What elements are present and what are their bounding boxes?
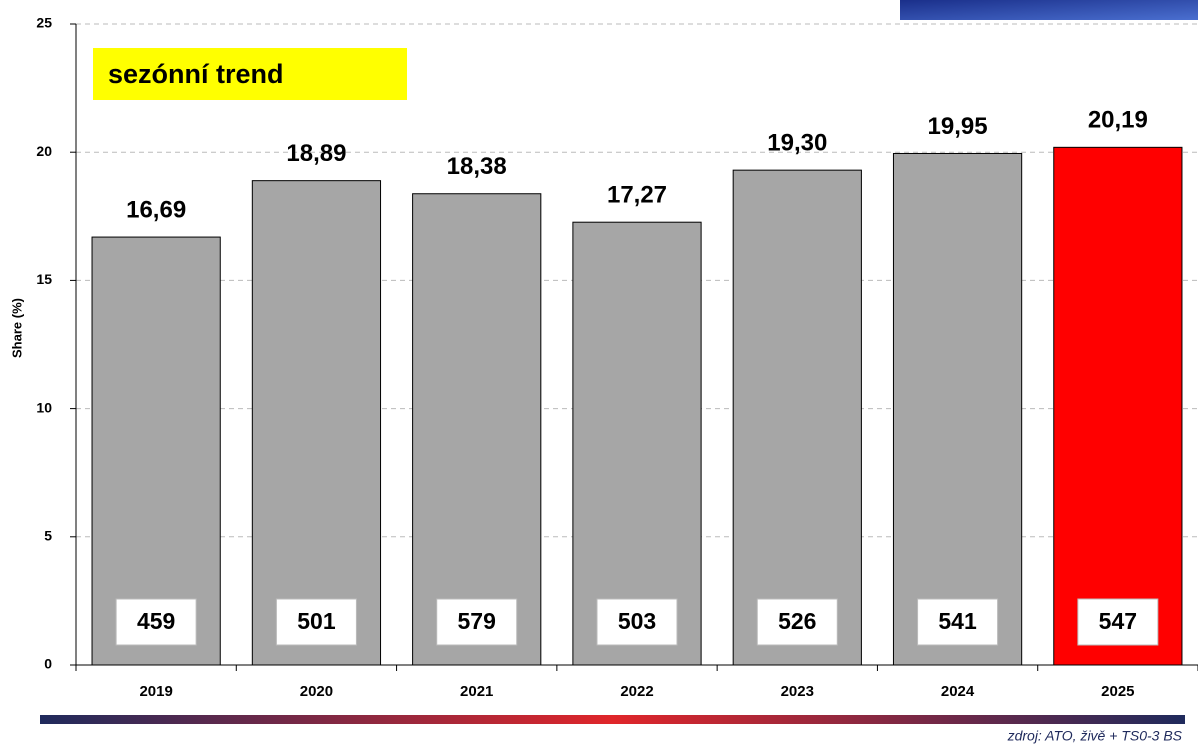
- bar: [251, 180, 382, 666]
- value-label: 18,89: [286, 140, 346, 167]
- box-label-bg: [115, 598, 197, 646]
- y-axis-label: Share (%): [9, 298, 24, 358]
- title-box: [93, 48, 407, 100]
- y-tick-label: 0: [44, 656, 52, 672]
- x-tick-label: 2021: [460, 683, 493, 700]
- y-tick-label: 10: [36, 399, 52, 415]
- bar: [732, 169, 862, 666]
- x-tick-label: 2025: [1101, 683, 1134, 700]
- bar: [892, 152, 1023, 666]
- box-label-bg: [596, 598, 678, 646]
- box-label: 459: [137, 608, 175, 634]
- value-label: 19,30: [767, 129, 827, 156]
- x-tick-label: 2023: [781, 683, 814, 700]
- value-label: 20,19: [1088, 107, 1148, 134]
- box-label-bg: [917, 598, 999, 646]
- y-tick-label: 5: [44, 528, 52, 544]
- bar: [412, 193, 542, 666]
- box-label: 501: [297, 608, 336, 634]
- box-label-bg: [275, 598, 357, 646]
- box-label-bg: [1077, 598, 1159, 646]
- box-label: 541: [938, 608, 977, 634]
- decor-band: [40, 715, 1185, 724]
- bar: [91, 236, 221, 666]
- y-tick-label: 20: [36, 143, 52, 159]
- box-label: 579: [458, 608, 496, 634]
- value-label: 18,38: [447, 153, 507, 180]
- box-label: 526: [778, 608, 816, 634]
- y-tick-label: 15: [36, 271, 52, 287]
- box-label-bg: [436, 598, 518, 646]
- x-tick-label: 2022: [620, 683, 653, 700]
- box-label: 503: [618, 608, 656, 634]
- source: zdroj: ATO, živě + TS0-3 BS: [1007, 728, 1183, 744]
- value-label: 19,95: [928, 113, 988, 140]
- bar: [1053, 146, 1183, 666]
- chart-title: sezónní trend: [108, 59, 284, 89]
- y-tick-label: 25: [36, 15, 52, 31]
- x-tick-label: 2024: [941, 683, 975, 700]
- value-label: 16,69: [126, 196, 186, 223]
- x-tick-label: 2019: [139, 683, 172, 700]
- logo-fragment: [900, 0, 1198, 20]
- box-label-bg: [756, 598, 838, 646]
- box-label: 547: [1099, 608, 1137, 634]
- bar: [572, 221, 702, 666]
- x-tick-label: 2020: [300, 683, 333, 700]
- value-label: 17,27: [607, 182, 667, 209]
